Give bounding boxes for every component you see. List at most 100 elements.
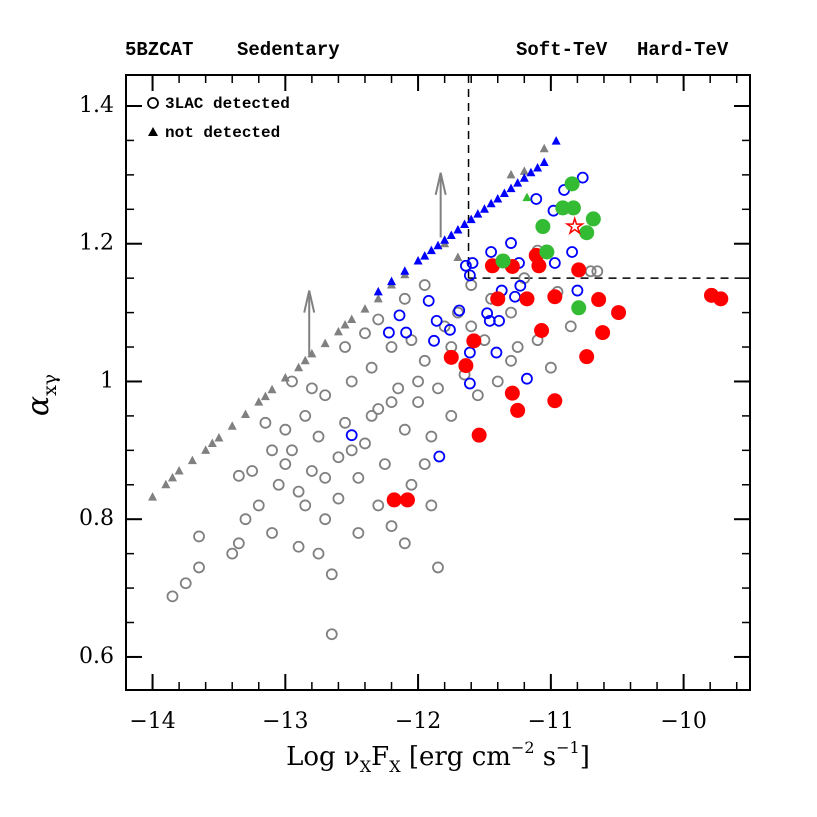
point: [514, 279, 527, 292]
point: [365, 410, 378, 422]
point: [372, 313, 385, 326]
point: [398, 292, 411, 305]
y-label-part: xγ: [39, 374, 61, 396]
point-triangle: [260, 391, 270, 401]
point-triangle: [207, 438, 217, 447]
x-label-part: X: [389, 757, 401, 776]
point: [398, 423, 411, 436]
legend-label: 5BZCAT: [125, 39, 193, 61]
x-label-part: F: [371, 742, 389, 772]
point-triangle: [499, 188, 509, 197]
point: [463, 346, 476, 359]
x-label-part: s: [535, 742, 557, 772]
point: [339, 341, 351, 353]
point-triangle: [294, 362, 304, 372]
point-triangle: [360, 304, 370, 313]
point-triangle: [486, 198, 496, 208]
point: [372, 403, 385, 415]
point: [481, 307, 494, 320]
point: [239, 513, 252, 526]
point: [332, 451, 345, 464]
point: [555, 200, 571, 216]
point-triangle: [466, 214, 476, 224]
point-triangle: [433, 240, 443, 250]
point: [466, 257, 479, 269]
point: [491, 375, 504, 388]
point: [471, 389, 484, 402]
point: [193, 530, 205, 543]
point: [279, 423, 292, 436]
point: [565, 200, 581, 216]
highlight-star: [564, 215, 585, 236]
point: [166, 590, 179, 603]
point: [332, 492, 345, 505]
point: [226, 547, 239, 560]
point: [521, 372, 533, 385]
point-triangle: [400, 266, 410, 275]
point: [504, 385, 520, 401]
y-tick-label: 0.8: [79, 506, 114, 531]
x-tick-label: −11: [528, 709, 574, 734]
point-triangle: [533, 162, 543, 172]
point: [319, 389, 332, 402]
point: [535, 219, 551, 235]
point: [511, 341, 524, 353]
point: [505, 237, 517, 249]
point-triangle: [519, 166, 529, 175]
point: [591, 265, 604, 278]
point: [539, 244, 555, 260]
point: [509, 290, 521, 303]
point-triangle: [214, 432, 224, 442]
point: [386, 492, 402, 508]
y-tick-label: 1.4: [79, 93, 114, 118]
point-triangle: [373, 286, 383, 296]
point: [493, 314, 505, 327]
point: [571, 300, 587, 316]
x-tick-label: −10: [660, 709, 706, 734]
point: [547, 289, 563, 305]
point: [465, 279, 478, 291]
point: [495, 253, 511, 269]
point: [422, 294, 435, 307]
point-triangle: [453, 252, 463, 262]
x-label-part: −2: [511, 738, 535, 757]
point: [272, 478, 285, 491]
point-triangle: [479, 204, 489, 213]
point: [359, 327, 371, 340]
point: [193, 561, 205, 574]
point: [400, 326, 413, 339]
point-triangle: [440, 235, 450, 244]
point-triangle: [373, 293, 383, 303]
point: [576, 171, 589, 184]
point: [544, 361, 557, 374]
point: [399, 492, 415, 508]
point: [312, 547, 325, 560]
point: [432, 561, 444, 574]
point: [418, 458, 431, 471]
point-triangle: [539, 143, 549, 153]
legend-label: Hard-TeV: [637, 39, 729, 61]
point: [595, 325, 611, 341]
point: [428, 334, 440, 347]
point: [485, 246, 498, 258]
point: [579, 225, 595, 241]
point-triangle: [420, 251, 430, 260]
point: [365, 361, 378, 374]
point-triangle: [161, 479, 171, 489]
point-triangle: [340, 319, 350, 329]
point: [548, 257, 561, 269]
point-triangle: [167, 472, 177, 482]
point-triangle: [522, 192, 532, 202]
point: [232, 537, 245, 550]
point-triangle: [539, 157, 549, 166]
point: [530, 193, 543, 205]
point: [232, 469, 245, 482]
y-tick-label: 1: [100, 368, 114, 393]
point: [531, 258, 547, 274]
point: [713, 291, 729, 307]
point: [412, 396, 424, 409]
point: [319, 471, 332, 484]
x-tick-label: −14: [129, 709, 175, 734]
point: [463, 269, 476, 282]
